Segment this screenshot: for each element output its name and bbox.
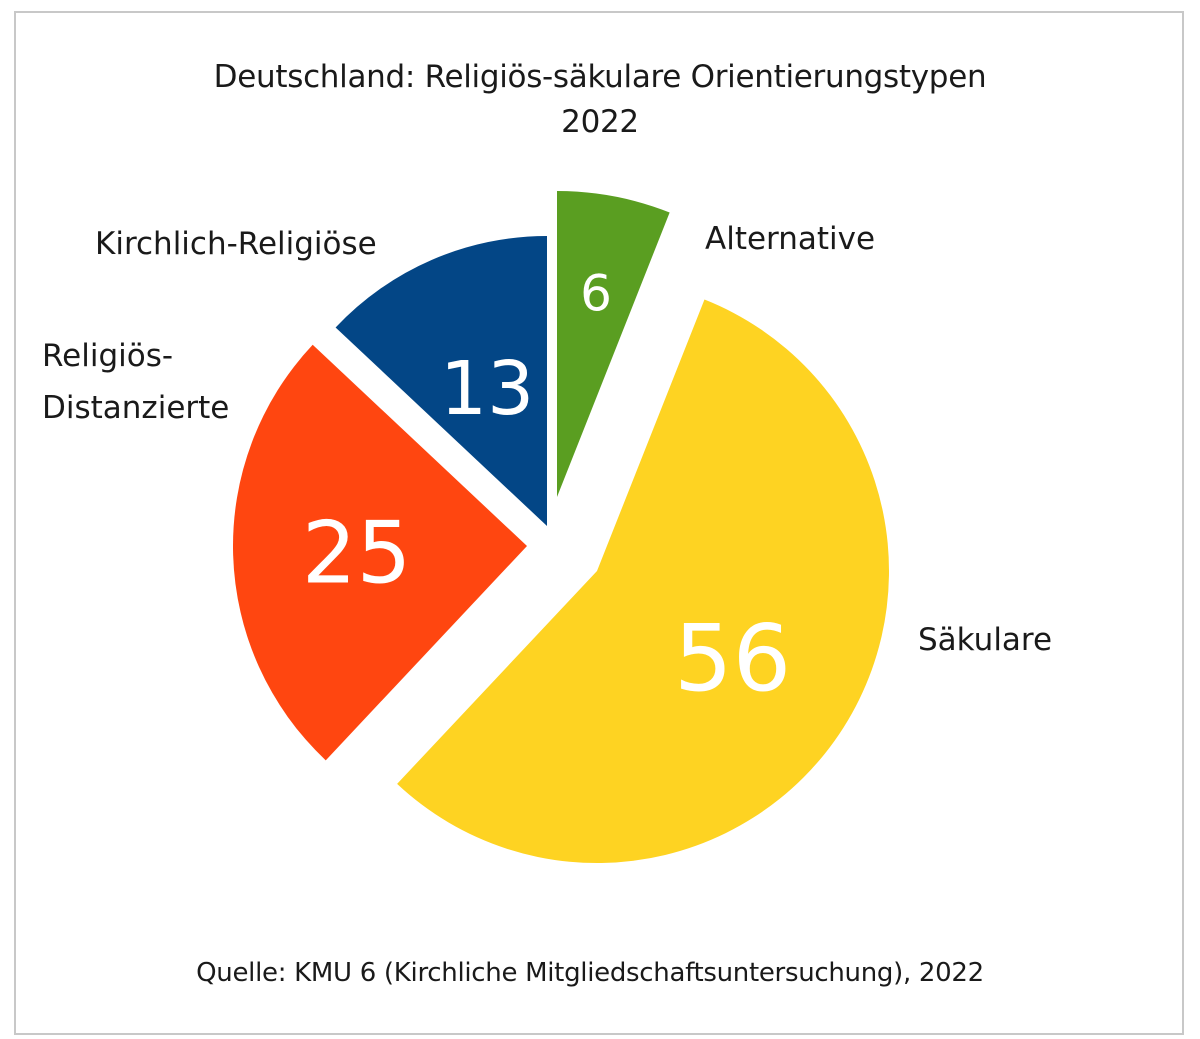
- chart-frame: [14, 11, 1184, 1035]
- pie-value-kirchlich-religioese: 13: [440, 346, 534, 432]
- pie-label-kirchlich-religioese: Kirchlich-Religiöse: [95, 226, 377, 262]
- pie-label-saekulare: Säkulare: [918, 622, 1052, 658]
- chart-source: Quelle: KMU 6 (Kirchliche Mitgliedschaft…: [196, 958, 984, 988]
- pie-slice-kirchlich-religioese: [335, 236, 547, 526]
- pie-slices: [232, 191, 890, 864]
- chart-subtitle: 2022: [561, 104, 639, 140]
- pie-label-religioes-distanzierte: Religiös-Distanzierte: [42, 338, 229, 426]
- chart-title: Deutschland: Religiös-säkulare Orientier…: [213, 59, 987, 95]
- pie-value-religioes-distanzierte: 25: [302, 503, 411, 603]
- pie-label-alternative: Alternative: [705, 221, 875, 257]
- pie-value-alternative: 6: [580, 265, 612, 323]
- pie-slice-religioes-distanzierte: [232, 344, 527, 761]
- pie-value-labels: 6 56 25 13: [302, 265, 791, 713]
- pie-category-labels: Alternative Säkulare Religiös-Distanzierte…: [42, 221, 1052, 658]
- pie-value-saekulare: 56: [674, 605, 791, 712]
- pie-slice-saekulare: [397, 299, 890, 864]
- pie-slice-alternative: [557, 191, 670, 497]
